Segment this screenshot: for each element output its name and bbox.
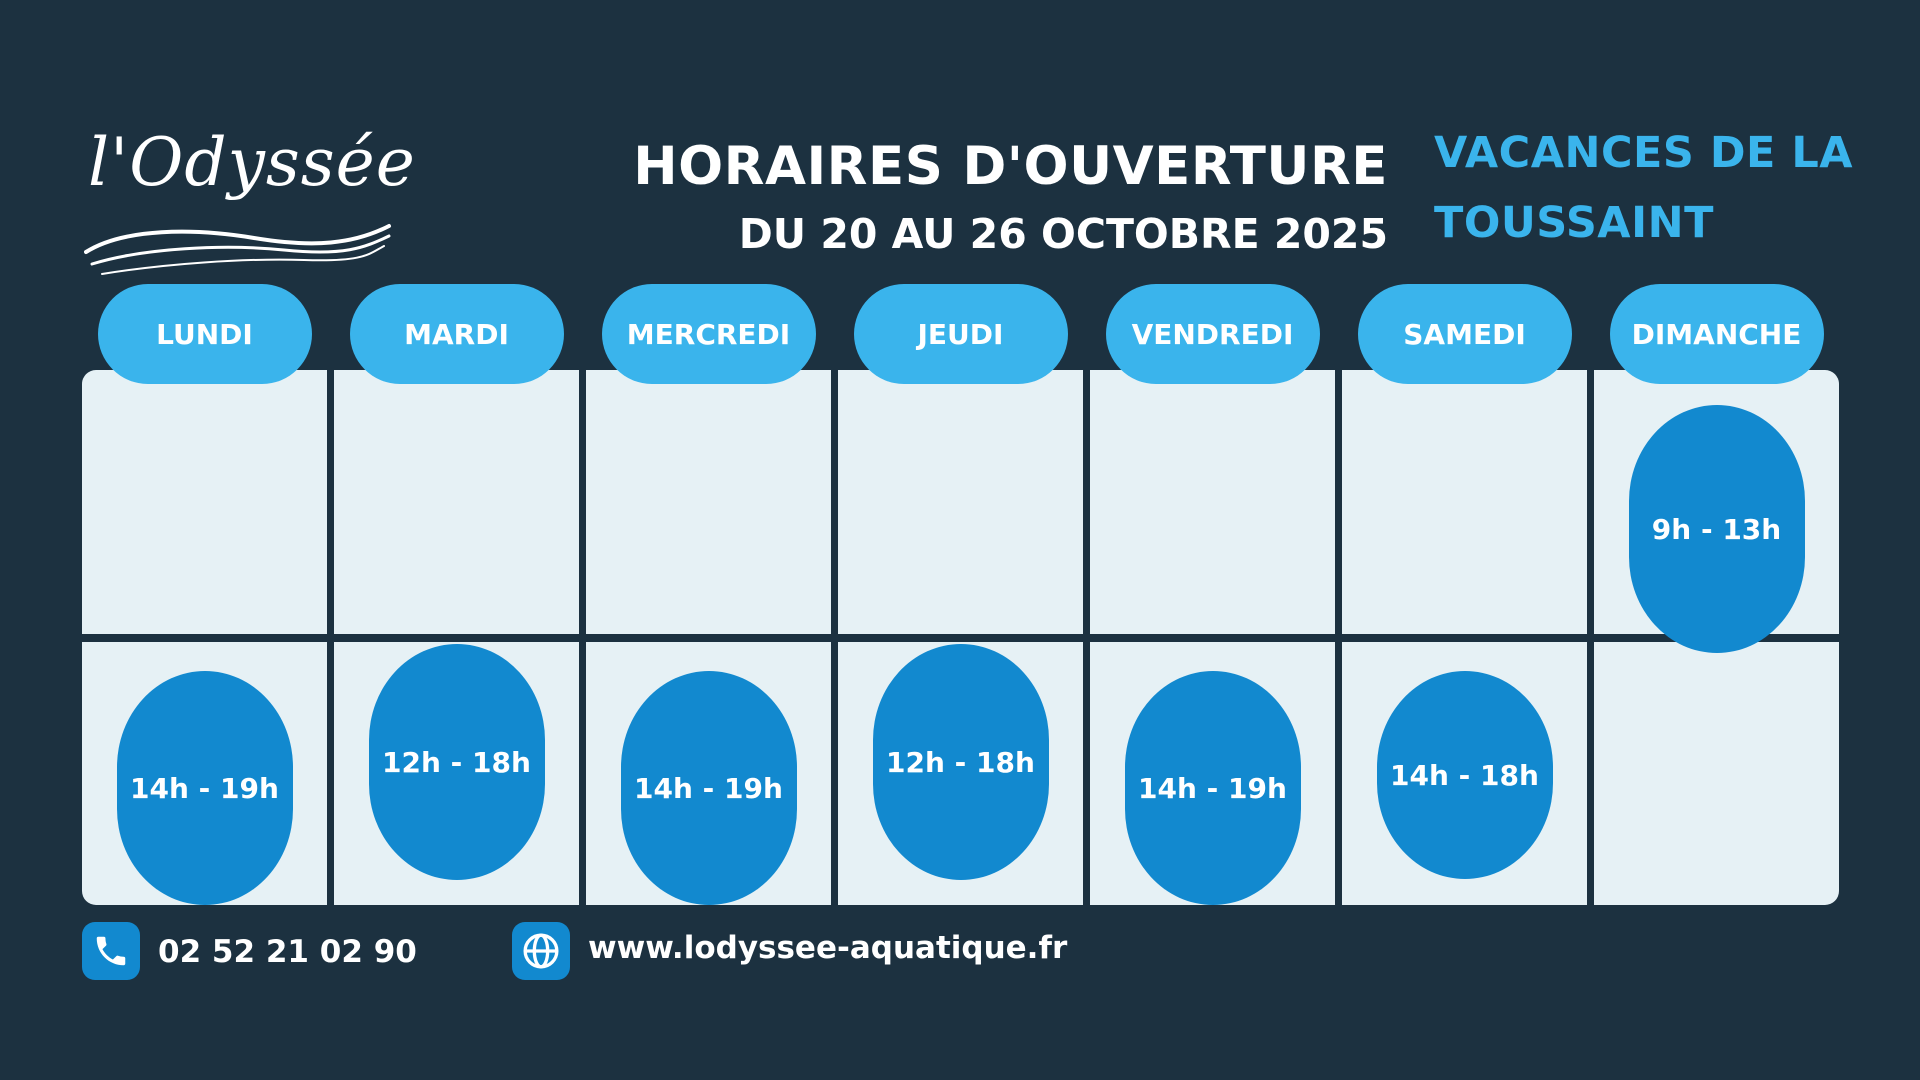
website-link[interactable]: www.lodyssee-aquatique.fr	[588, 930, 1068, 966]
morning-cell	[1090, 370, 1335, 634]
afternoon-slot: 14h - 19h	[1124, 671, 1301, 905]
period-title-line1: VACANCES DE LA	[1434, 128, 1854, 178]
afternoon-cell	[1594, 642, 1839, 905]
morning-cell	[334, 370, 579, 634]
afternoon-slot: 12h - 18h	[872, 644, 1049, 880]
day-label: MERCREDI	[601, 284, 816, 384]
day-label: SAMEDI	[1357, 284, 1572, 384]
phone-number[interactable]: 02 52 21 02 90	[158, 934, 417, 970]
afternoon-slot: 14h - 18h	[1376, 671, 1553, 879]
afternoon-slot: 14h - 19h	[116, 671, 293, 905]
day-label: DIMANCHE	[1609, 284, 1824, 384]
logo-wave-icon	[84, 224, 391, 275]
odyssee-logo: l'Odyssée	[84, 118, 415, 275]
morning-cell	[82, 370, 327, 634]
logo-wordmark: l'Odyssée	[88, 124, 416, 201]
day-label: VENDREDI	[1105, 284, 1320, 384]
date-range: DU 20 AU 26 OCTOBRE 2025	[738, 210, 1388, 258]
afternoon-slot: 14h - 19h	[620, 671, 797, 905]
page-title: HORAIRES D'OUVERTURE	[633, 136, 1388, 197]
phone-icon[interactable]	[82, 922, 140, 980]
morning-cell	[1342, 370, 1587, 634]
day-label: JEUDI	[853, 284, 1068, 384]
day-label: MARDI	[349, 284, 564, 384]
period-title-line2: TOUSSAINT	[1434, 198, 1714, 248]
day-label: LUNDI	[97, 284, 312, 384]
afternoon-slot: 12h - 18h	[368, 644, 545, 880]
morning-slot: 9h - 13h	[1628, 405, 1805, 653]
globe-icon[interactable]	[512, 922, 570, 980]
morning-cell	[838, 370, 1083, 634]
morning-cell	[586, 370, 831, 634]
